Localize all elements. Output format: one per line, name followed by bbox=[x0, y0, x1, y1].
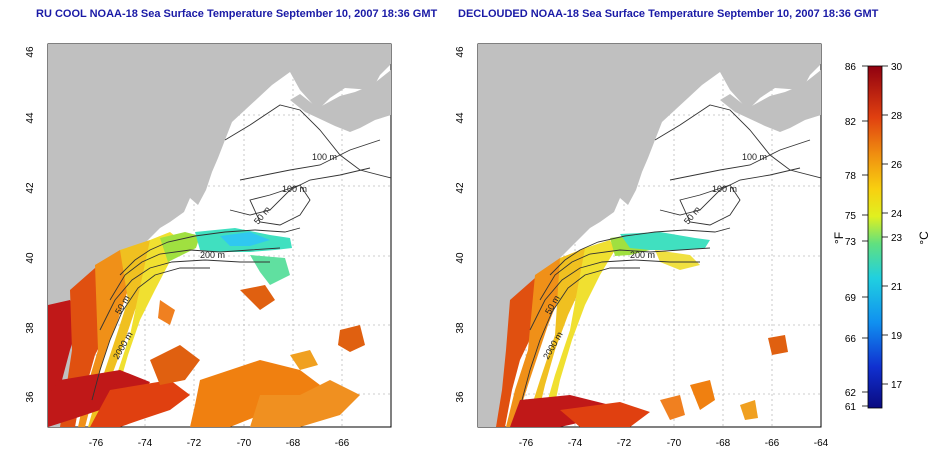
lon-tick-label: -70 bbox=[667, 438, 682, 449]
f-tick-label: 66 bbox=[845, 334, 857, 345]
lat-tick-label: 44 bbox=[25, 112, 36, 124]
colorbar-gradient bbox=[867, 65, 883, 409]
left-nova-scotia bbox=[290, 70, 391, 132]
lon-tick-label: -74 bbox=[138, 438, 153, 449]
right-map-title: DECLOUDED NOAA-18 Sea Surface Temperatur… bbox=[458, 8, 879, 20]
right-contours bbox=[521, 104, 821, 401]
c-tick-label: 28 bbox=[891, 111, 903, 122]
f-tick-label: 86 bbox=[845, 62, 857, 73]
lon-tick-label: -66 bbox=[335, 438, 350, 449]
lon-tick-label: -70 bbox=[237, 438, 252, 449]
lat-tick-label: 40 bbox=[25, 252, 36, 264]
lon-tick-label: -74 bbox=[568, 438, 583, 449]
lat-tick-label: 36 bbox=[25, 391, 36, 403]
left-lat-axis: 46 44 42 40 38 36 bbox=[25, 46, 36, 403]
lat-tick-label: 46 bbox=[455, 46, 466, 58]
colorbar: 86 82 78 75 73 69 66 62 61 30 28 26 24 bbox=[832, 62, 931, 413]
lat-tick-label: 42 bbox=[455, 182, 466, 194]
right-lon-axis: -76 -74 -72 -70 -68 -66 -64 bbox=[519, 438, 829, 449]
f-tick-label: 69 bbox=[845, 293, 857, 304]
lat-tick-label: 46 bbox=[25, 46, 36, 58]
c-tick-label: 24 bbox=[891, 209, 903, 220]
contour-label: 100 m bbox=[312, 152, 337, 162]
fahrenheit-unit-label: °F bbox=[832, 232, 846, 244]
c-tick-label: 21 bbox=[891, 282, 903, 293]
colorbar-ticks bbox=[862, 65, 888, 407]
lat-tick-label: 36 bbox=[455, 391, 466, 403]
left-map: 100 m 100 m 50 m 200 m 50 m 2000 m 46 44… bbox=[25, 43, 392, 449]
f-tick-label: 82 bbox=[845, 117, 857, 128]
right-lat-axis: 46 44 42 40 38 36 bbox=[455, 46, 466, 403]
lat-tick-label: 42 bbox=[25, 182, 36, 194]
f-tick-label: 78 bbox=[845, 171, 857, 182]
c-tick-label: 23 bbox=[891, 233, 903, 244]
lat-tick-label: 38 bbox=[455, 322, 466, 334]
lon-tick-label: -76 bbox=[89, 438, 104, 449]
left-land bbox=[48, 44, 391, 427]
celsius-unit-label: °C bbox=[917, 231, 931, 245]
f-tick-label: 75 bbox=[845, 211, 857, 222]
lon-tick-label: -72 bbox=[187, 438, 202, 449]
left-contours bbox=[91, 104, 391, 401]
lon-tick-label: -72 bbox=[617, 438, 632, 449]
left-sst-field bbox=[48, 228, 365, 427]
lat-tick-label: 38 bbox=[25, 322, 36, 334]
right-sst-field bbox=[496, 232, 788, 427]
contour-label: 100 m bbox=[712, 184, 737, 194]
right-nova-scotia bbox=[720, 70, 821, 132]
right-land bbox=[478, 44, 821, 427]
f-tick-label: 61 bbox=[845, 402, 857, 413]
c-tick-label: 26 bbox=[891, 160, 903, 171]
f-tick-label: 62 bbox=[845, 388, 857, 399]
contour-label: 200 m bbox=[200, 250, 225, 260]
contour-label: 100 m bbox=[742, 152, 767, 162]
c-tick-label: 30 bbox=[891, 62, 903, 73]
c-tick-label: 19 bbox=[891, 331, 903, 342]
lon-tick-label: -76 bbox=[519, 438, 534, 449]
celsius-scale: 30 28 26 24 23 21 19 17 bbox=[891, 62, 903, 391]
f-tick-label: 73 bbox=[845, 237, 857, 248]
left-lon-axis: -76 -74 -72 -70 -68 -66 bbox=[89, 438, 350, 449]
contour-label: 200 m bbox=[630, 250, 655, 260]
right-map: 100 m 100 m 50 m 200 m 50 m 2000 m 46 44… bbox=[455, 43, 829, 449]
lat-tick-label: 40 bbox=[455, 252, 466, 264]
lon-tick-label: -68 bbox=[286, 438, 301, 449]
lon-tick-label: -68 bbox=[716, 438, 731, 449]
lon-tick-label: -64 bbox=[814, 438, 829, 449]
lat-tick-label: 44 bbox=[455, 112, 466, 124]
fahrenheit-scale: 86 82 78 75 73 69 66 62 61 bbox=[845, 62, 857, 413]
left-map-title: RU COOL NOAA-18 Sea Surface Temperature … bbox=[36, 8, 438, 20]
contour-label: 100 m bbox=[282, 184, 307, 194]
c-tick-label: 17 bbox=[891, 380, 903, 391]
lon-tick-label: -66 bbox=[765, 438, 780, 449]
